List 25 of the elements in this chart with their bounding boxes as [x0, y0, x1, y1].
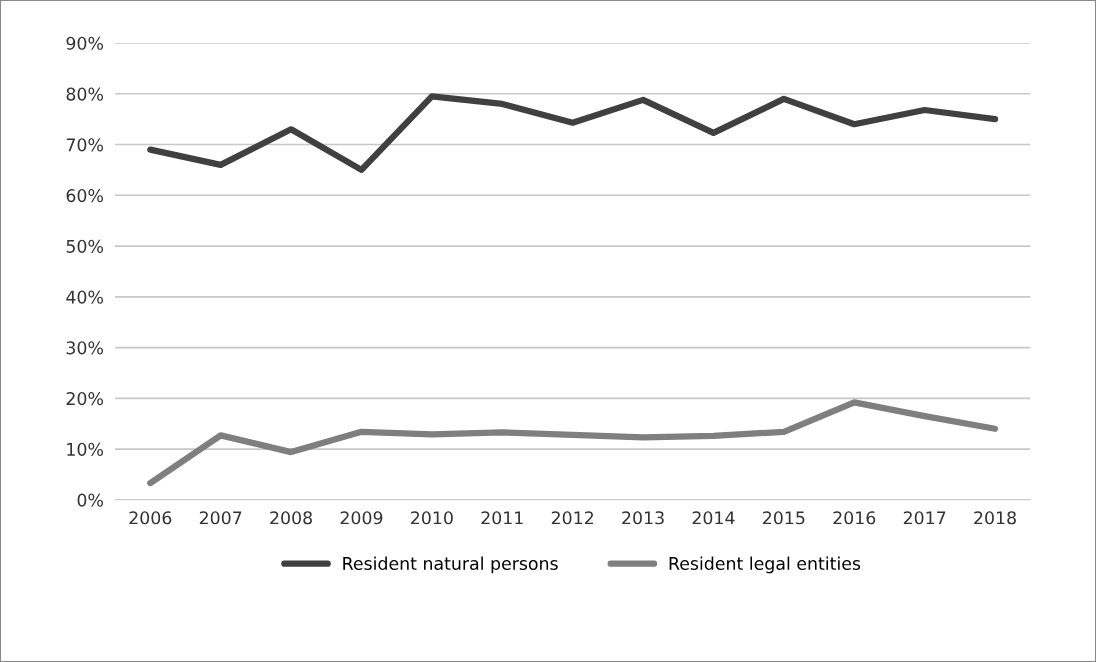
x-tick-label: 2017	[903, 511, 946, 525]
x-tick-label: 2007	[199, 511, 242, 525]
y-tick-label: 40%	[66, 290, 104, 304]
y-tick-label: 60%	[66, 189, 104, 203]
x-tick-label: 2016	[833, 511, 876, 525]
y-tick-label: 10%	[67, 442, 104, 456]
x-tick-label: 2013	[622, 511, 664, 525]
x-tick-label: 2008	[270, 511, 312, 525]
x-tick-label: 2018	[974, 511, 1016, 525]
x-tick-label: 2011	[481, 511, 523, 525]
y-tick-label: 80%	[66, 87, 104, 101]
y-tick-label: 0%	[77, 493, 104, 507]
y-tick-label: 70%	[66, 138, 104, 152]
x-tick-label: 2006	[129, 511, 172, 525]
x-tick-label: 2015	[763, 511, 805, 525]
y-tick-label: 20%	[66, 392, 104, 406]
y-tick-label: 50%	[66, 239, 104, 253]
x-tick-label: 2014	[692, 511, 735, 525]
legend-label: Resident legal entities	[669, 556, 861, 574]
x-tick-label: 2012	[551, 511, 594, 525]
x-tick-label: 2010	[411, 511, 453, 525]
legend-label: Resident natural persons	[343, 556, 558, 574]
y-tick-label: 90%	[66, 36, 104, 50]
y-tick-label: 30%	[66, 341, 104, 355]
x-tick-label: 2009	[340, 511, 383, 525]
